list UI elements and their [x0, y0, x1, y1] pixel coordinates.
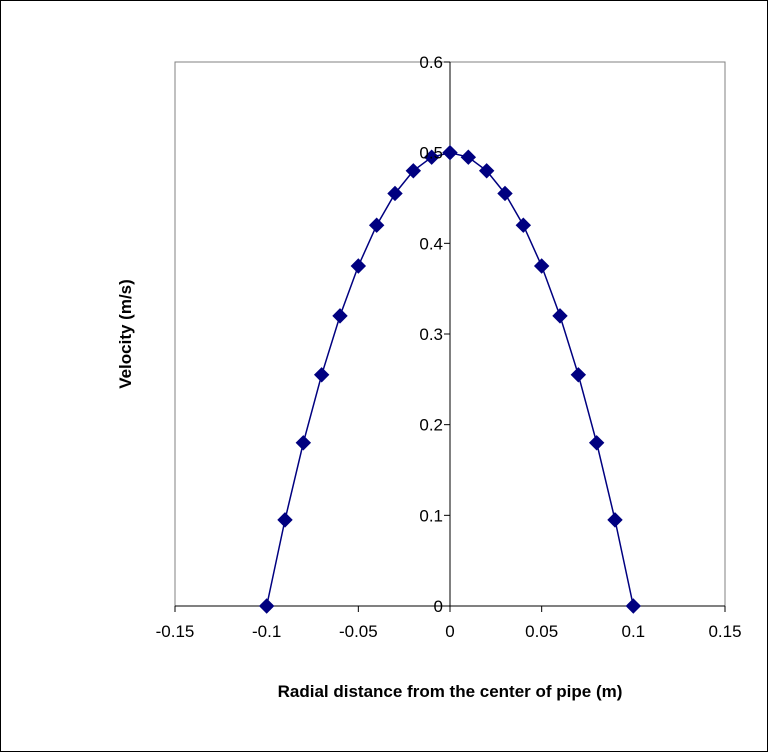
data-point-marker [405, 163, 422, 179]
data-point-marker [497, 185, 513, 202]
data-point-marker [442, 144, 458, 161]
x-tick-label: 0 [445, 622, 454, 641]
data-point-marker [478, 163, 495, 179]
x-tick-label: 0.15 [708, 622, 741, 641]
data-point-marker [277, 512, 293, 528]
data-point-marker [387, 185, 403, 202]
series-layer [258, 144, 642, 614]
x-tick-label: -0.05 [339, 622, 378, 641]
data-point-marker [607, 512, 623, 528]
labels-layer: -0.15 -0.1 -0.05 0 0.05 0.1 0.15 0 0.1 0.2 0.3 0.4 0… [156, 53, 742, 641]
data-point-marker [368, 217, 385, 233]
data-point-marker [515, 217, 532, 233]
data-point-marker [295, 435, 312, 451]
x-tick-label: -0.15 [156, 622, 195, 641]
y-axis-title: Velocity (m/s) [116, 279, 135, 389]
x-tick-label: 0.05 [525, 622, 558, 641]
x-tick-label: 0.1 [622, 622, 646, 641]
y-tick-label: 0 [434, 597, 443, 616]
data-point-marker [625, 598, 642, 614]
data-point-marker [423, 149, 440, 165]
y-tick-label: 0.2 [419, 416, 443, 435]
x-axis-title: Radial distance from the center of pipe … [278, 682, 623, 701]
y-tick-label: 0.5 [419, 144, 443, 163]
data-point-marker [460, 149, 477, 165]
y-tick-label: 0.3 [419, 325, 443, 344]
y-tick-label: 0.1 [419, 506, 443, 525]
data-point-marker [533, 258, 550, 274]
axes-layer [174, 61, 726, 612]
data-point-marker [332, 308, 348, 324]
data-point-marker [258, 598, 275, 614]
x-tick-label: -0.1 [252, 622, 281, 641]
y-tick-label: 0.4 [419, 234, 443, 253]
data-point-marker [313, 367, 330, 383]
y-tick-label: 0.6 [419, 53, 443, 72]
data-point-marker [588, 435, 605, 451]
data-point-marker [350, 258, 367, 274]
data-point-marker [552, 308, 568, 324]
data-point-marker [570, 367, 587, 383]
